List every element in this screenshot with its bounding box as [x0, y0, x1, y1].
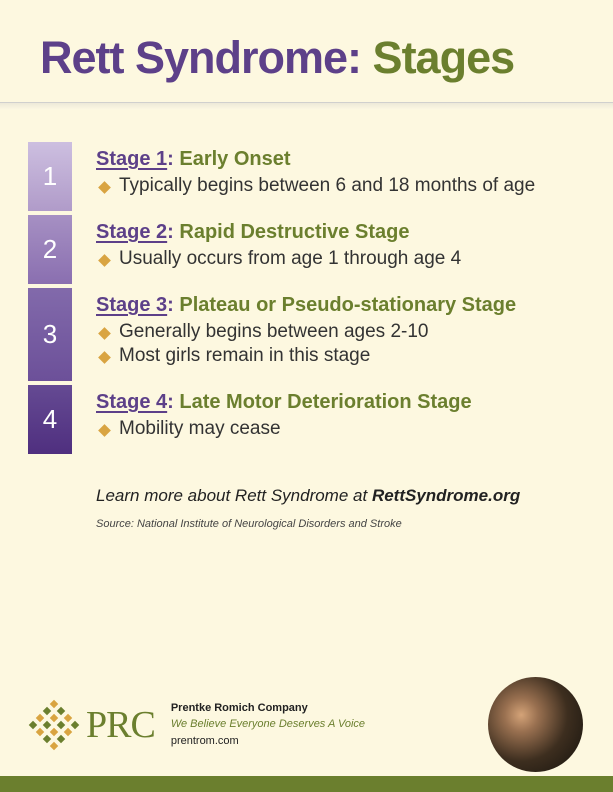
- stage-row: 3 Stage 3: Plateau or Pseudo-stationary S…: [28, 288, 573, 381]
- bullet-line: Most girls remain in this stage: [96, 345, 573, 367]
- company-url: prentrom.com: [171, 733, 365, 750]
- colon: :: [167, 294, 179, 316]
- logo-dot: [64, 727, 72, 735]
- logo-dot: [50, 699, 58, 707]
- diamond-icon: [98, 327, 111, 340]
- bullet-line: Usually occurs from age 1 through age 4: [96, 248, 573, 270]
- diamond-icon: [98, 424, 111, 437]
- stage-label: Stage 4: [96, 391, 167, 413]
- stage-row: 4 Stage 4: Late Motor Deterioration Stage…: [28, 385, 573, 454]
- stage-content: Stage 1: Early Onset Typically begins bet…: [96, 142, 573, 211]
- company-info: Prentke Romich Company We Believe Everyo…: [171, 700, 365, 750]
- title-main: Rett Syndrome:: [40, 32, 361, 83]
- stage-name: Late Motor Deterioration Stage: [179, 391, 471, 413]
- stage-number: 4: [28, 385, 72, 454]
- stage-content: Stage 2: Rapid Destructive Stage Usually …: [96, 215, 573, 284]
- logo-dot: [50, 713, 58, 721]
- stage-title: Stage 4: Late Motor Deterioration Stage: [96, 391, 573, 414]
- stage-name: Rapid Destructive Stage: [179, 221, 409, 243]
- stage-number: 2: [28, 215, 72, 284]
- logo-dot: [36, 713, 44, 721]
- colon: :: [167, 221, 179, 243]
- logo-dot: [36, 727, 44, 735]
- bullet-line: Generally begins between ages 2-10: [96, 321, 573, 343]
- stages-list: 1 Stage 1: Early Onset Typically begins be…: [0, 110, 613, 468]
- bullet-text: Mobility may cease: [119, 418, 281, 440]
- stage-content: Stage 3: Plateau or Pseudo-stationary St…: [96, 288, 573, 381]
- bullet-line: Mobility may cease: [96, 418, 573, 440]
- stage-row: 2 Stage 2: Rapid Destructive Stage Usually…: [28, 215, 573, 284]
- bullet-text: Usually occurs from age 1 through age 4: [119, 248, 461, 270]
- stage-name: Plateau or Pseudo-stationary Stage: [179, 294, 516, 316]
- logo-dot: [50, 741, 58, 749]
- logo-dot: [57, 706, 65, 714]
- logo-dot: [57, 720, 65, 728]
- logo-dot: [71, 720, 79, 728]
- stage-label: Stage 3: [96, 294, 167, 316]
- bullet-line: Typically begins between 6 and 18 months…: [96, 175, 573, 197]
- page-title: Rett Syndrome: Stages: [40, 32, 573, 84]
- stage-content: Stage 4: Late Motor Deterioration Stage M…: [96, 385, 573, 454]
- stage-row: 1 Stage 1: Early Onset Typically begins be…: [28, 142, 573, 211]
- source-text: Source: National Institute of Neurologic…: [96, 518, 613, 530]
- bullet-text: Most girls remain in this stage: [119, 345, 370, 367]
- logo-dot: [43, 706, 51, 714]
- colon: :: [167, 391, 179, 413]
- title-sub: Stages: [361, 32, 514, 83]
- bottom-bar: [0, 776, 613, 792]
- learn-more: Learn more about Rett Syndrome at RettSy…: [96, 486, 613, 506]
- logo-icon: [30, 701, 78, 749]
- photo-circle: [488, 677, 583, 772]
- stage-label: Stage 1: [96, 148, 167, 170]
- stage-label: Stage 2: [96, 221, 167, 243]
- stage-name: Early Onset: [179, 148, 290, 170]
- stage-title: Stage 2: Rapid Destructive Stage: [96, 221, 573, 244]
- footer: PRC Prentke Romich Company We Believe Ev…: [0, 677, 613, 772]
- divider: [0, 102, 613, 110]
- logo-dot: [29, 720, 37, 728]
- logo-dot: [43, 720, 51, 728]
- learn-more-prefix: Learn more about Rett Syndrome at: [96, 486, 372, 505]
- stage-number: 3: [28, 288, 72, 381]
- diamond-icon: [98, 181, 111, 194]
- logo-dot: [64, 713, 72, 721]
- logo-dot: [43, 734, 51, 742]
- logo-text: PRC: [86, 703, 155, 747]
- learn-more-link: RettSyndrome.org: [372, 486, 520, 505]
- diamond-icon: [98, 351, 111, 364]
- header: Rett Syndrome: Stages: [0, 0, 613, 102]
- company-name: Prentke Romich Company: [171, 700, 365, 717]
- stage-number: 1: [28, 142, 72, 211]
- diamond-icon: [98, 254, 111, 267]
- logo-dot: [50, 727, 58, 735]
- stage-title: Stage 3: Plateau or Pseudo-stationary St…: [96, 294, 573, 317]
- colon: :: [167, 148, 179, 170]
- logo-dot: [57, 734, 65, 742]
- bullet-text: Generally begins between ages 2-10: [119, 321, 428, 343]
- company-tagline: We Believe Everyone Deserves A Voice: [171, 716, 365, 733]
- stage-title: Stage 1: Early Onset: [96, 148, 573, 171]
- bullet-text: Typically begins between 6 and 18 months…: [119, 175, 535, 197]
